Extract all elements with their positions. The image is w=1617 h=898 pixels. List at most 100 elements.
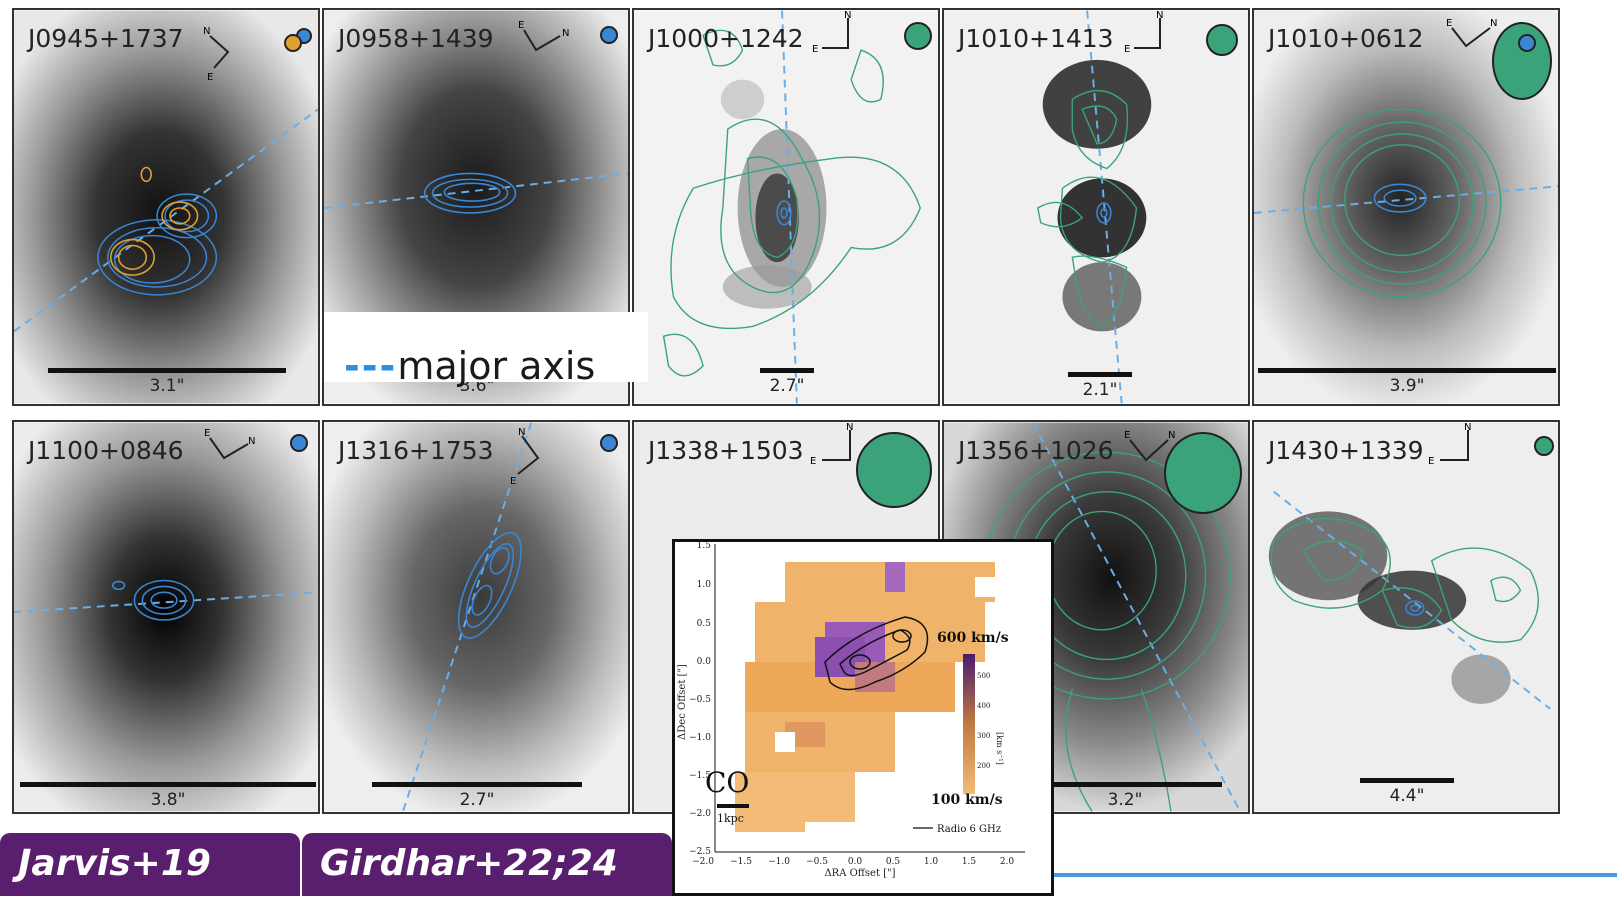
panel-5: J1010+0612 E N 3.9"	[1252, 8, 1560, 406]
svg-text:E: E	[204, 428, 210, 439]
panel-7: J1316+1753 N E 2.7"	[322, 420, 630, 814]
compass-icon: E N	[518, 20, 569, 52]
compass-icon: E N	[1124, 430, 1175, 462]
panel-title: J0958+1439	[338, 24, 494, 53]
compass-icon: N E	[1124, 10, 1163, 55]
co-inset-plot: 500 400 300 200 [km s⁻¹] 600 km/s 100 km…	[672, 539, 1054, 896]
svg-text:E: E	[518, 20, 524, 31]
svg-text:N: N	[844, 10, 851, 21]
colorbar-label: [km s⁻¹]	[995, 732, 1004, 765]
panel-image	[1254, 422, 1558, 812]
svg-text:−0.5: −0.5	[806, 857, 828, 867]
divider-line	[1054, 873, 1617, 877]
y-axis-label: ΔDec Offset ["]	[677, 664, 688, 740]
panel-image	[944, 10, 1248, 404]
panel-image	[324, 422, 628, 812]
co-label: CO	[705, 766, 749, 799]
panel-title: J1000+1242	[648, 24, 804, 53]
svg-text:N: N	[1490, 18, 1497, 29]
scale-bar	[1028, 782, 1222, 787]
svg-text:E: E	[207, 72, 213, 82]
panel-title: J1356+1026	[958, 436, 1114, 465]
svg-text:−1.5: −1.5	[730, 857, 752, 867]
y-ticks: 1.5 1.0 0.5 0.0 −0.5 −1.0 −1.5 −2.0 −2.5	[689, 541, 712, 857]
colorbar	[963, 654, 975, 794]
svg-text:0.5: 0.5	[697, 619, 712, 629]
scale-label: 3.8"	[150, 790, 186, 810]
scale-label: 3.2"	[1107, 790, 1143, 810]
svg-text:400: 400	[977, 702, 990, 710]
beam-icon	[1206, 24, 1238, 56]
scale-bar	[1258, 368, 1556, 373]
svg-text:0.5: 0.5	[886, 857, 901, 867]
panel-6: J1100+0846 E N 3.8"	[12, 420, 320, 814]
svg-text:E: E	[1124, 430, 1130, 441]
scale-bar	[48, 368, 286, 373]
svg-text:2.0: 2.0	[1000, 857, 1015, 867]
beam-icon	[600, 434, 618, 452]
scale-bar	[1068, 372, 1132, 377]
svg-text:E: E	[1428, 456, 1434, 467]
beam-icon	[904, 22, 932, 50]
svg-text:−2.0: −2.0	[692, 857, 714, 867]
panel-title: J1430+1339	[1268, 436, 1424, 465]
svg-text:1.5: 1.5	[697, 542, 712, 551]
beam-icon	[1164, 432, 1242, 514]
svg-text:1.5: 1.5	[962, 857, 977, 867]
major-axis-legend: ---major axis	[324, 312, 648, 388]
svg-text:N: N	[1168, 430, 1175, 441]
panel-image	[14, 422, 318, 812]
x-ticks: −2.0 −1.5 −1.0 −0.5 0.0 0.5 1.0 1.5 2.0	[692, 857, 1014, 867]
scale-bar	[20, 782, 316, 787]
compass-icon: N E	[1428, 422, 1471, 467]
svg-text:E: E	[1446, 18, 1452, 29]
compass-icon: N E	[810, 422, 853, 467]
panel-4: J1010+1413 N E 2.1"	[942, 8, 1250, 406]
compass-icon: E N	[204, 428, 255, 460]
vmax-label: 600 km/s	[937, 630, 1009, 646]
svg-text:E: E	[510, 476, 516, 486]
panel-title: J1010+1413	[958, 24, 1114, 53]
beam-icon	[290, 434, 308, 452]
co-velocity-map	[735, 562, 995, 832]
svg-text:300: 300	[977, 732, 990, 740]
panel-10: J1430+1339 N E 4.4"	[1252, 420, 1560, 814]
panel-3: J1000+1242 N E 2.7"	[632, 8, 940, 406]
svg-text:−1.0: −1.0	[768, 857, 790, 867]
svg-text:−1.0: −1.0	[689, 733, 711, 743]
compass-icon: E N	[1446, 18, 1497, 48]
svg-text:0.0: 0.0	[848, 857, 863, 867]
svg-text:200: 200	[977, 762, 990, 770]
svg-text:1.0: 1.0	[697, 580, 712, 590]
svg-text:−0.5: −0.5	[689, 695, 711, 705]
svg-text:N: N	[1156, 10, 1163, 21]
svg-text:N: N	[203, 26, 210, 37]
kpc-label: 1kpc	[717, 812, 744, 825]
svg-text:N: N	[1464, 422, 1471, 433]
beam-icon	[1518, 34, 1536, 52]
compass-icon: N E	[510, 427, 540, 486]
panel-1: J0945+1737 N E 3.1"	[12, 8, 320, 406]
beam-icon	[1534, 436, 1554, 456]
kpc-scale-bar	[717, 804, 749, 808]
beam-icon	[600, 26, 618, 44]
inset-chart: 500 400 300 200 [km s⁻¹] 600 km/s 100 km…	[677, 541, 1025, 879]
vmin-label: 100 km/s	[931, 792, 1003, 808]
beam-icon	[856, 432, 932, 508]
svg-text:E: E	[1124, 44, 1130, 55]
panel-title: J1100+0846	[28, 436, 184, 465]
x-axis-label: ΔRA Offset ["]	[824, 868, 895, 879]
svg-text:−2.5: −2.5	[689, 847, 711, 857]
scale-label: 2.7"	[459, 790, 495, 810]
svg-text:0.0: 0.0	[697, 657, 712, 667]
svg-text:N: N	[846, 422, 853, 433]
panel-title: J0945+1737	[28, 24, 184, 53]
panel-image	[14, 10, 318, 404]
svg-text:−2.0: −2.0	[689, 809, 711, 819]
svg-text:N: N	[562, 28, 569, 39]
svg-text:500: 500	[977, 672, 990, 680]
svg-text:N: N	[518, 427, 525, 438]
panel-title: J1010+0612	[1268, 24, 1424, 53]
radio-legend: Radio 6 GHz	[937, 824, 1001, 835]
scale-label: 2.7"	[769, 376, 805, 396]
